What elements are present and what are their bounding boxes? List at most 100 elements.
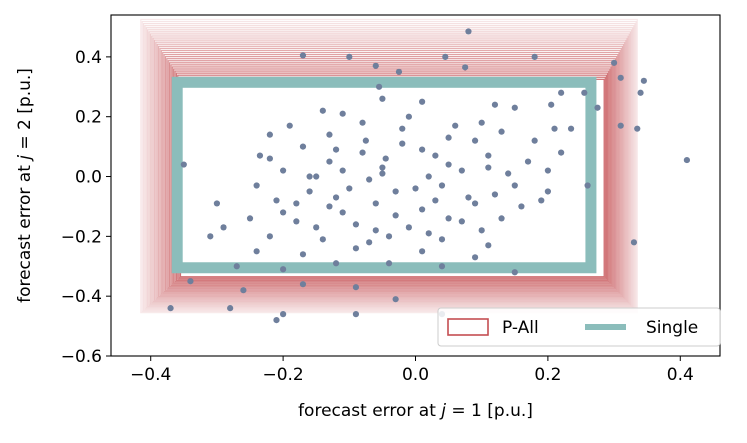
p-all-box (168, 62, 614, 288)
scatter-point (538, 197, 545, 204)
x-tick-label: −0.2 (262, 365, 303, 385)
scatter-point (462, 64, 469, 71)
p-all-box (171, 66, 612, 285)
legend: P-All Single (437, 307, 721, 347)
y-tick-label: 0.0 (75, 168, 102, 188)
scatter-point (385, 233, 393, 240)
scatter-point (419, 248, 426, 255)
p-all-box (151, 35, 629, 304)
scatter-point (617, 74, 624, 81)
scatter-point (256, 152, 264, 159)
scatter-point (392, 212, 399, 219)
scatter-point (346, 53, 353, 60)
scatter-point (286, 122, 293, 129)
scatter-point (392, 296, 399, 303)
scatter-point (458, 167, 465, 174)
scatter-point (471, 254, 479, 261)
scatter-point (491, 101, 499, 108)
scatter-point (273, 317, 280, 324)
scatter-point (432, 197, 439, 204)
scatter-point (491, 191, 499, 198)
legend-p-all-swatch (447, 318, 489, 336)
scatter-point (478, 119, 485, 126)
scatter-point (399, 125, 406, 132)
scatter-point (293, 218, 300, 225)
scatter-point (438, 263, 446, 270)
scatter-point (445, 161, 452, 168)
scatter-point (332, 146, 340, 153)
scatter-point (511, 269, 518, 276)
scatter-point (471, 200, 479, 207)
scatter-point (465, 28, 472, 35)
scatter-point (548, 101, 555, 108)
scatter-point (505, 170, 512, 177)
scatter-point (634, 125, 641, 132)
scatter-point (385, 260, 393, 267)
scatter-point (372, 227, 379, 234)
p-all-box (155, 41, 626, 300)
scatter-point (630, 239, 638, 246)
scatter-point (405, 113, 412, 120)
scatter-point (359, 119, 366, 126)
p-all-box (177, 74, 608, 280)
scatter-point (452, 122, 459, 129)
scatter-point (306, 188, 313, 195)
scatter-point (280, 266, 287, 273)
p-all-box (142, 23, 636, 311)
scatter-point (558, 89, 565, 96)
scatter-point (419, 206, 426, 213)
scatter-point (299, 281, 307, 288)
p-all-box (179, 78, 605, 278)
scatter-point (299, 52, 307, 59)
scatter-point (419, 98, 426, 105)
scatter-point (395, 68, 403, 75)
scatter-point (352, 221, 360, 228)
scatter-point (412, 185, 419, 192)
scatter-point (167, 305, 174, 312)
scatter-point (306, 173, 313, 180)
scatter-point (485, 164, 492, 171)
p-all-box (167, 60, 616, 289)
scatter-point (280, 311, 287, 318)
scatter-point (319, 107, 326, 114)
p-all-box (174, 70, 610, 283)
scatter-point (478, 227, 485, 234)
y-tick-label: 0.2 (75, 108, 102, 128)
scatter-point (280, 209, 287, 216)
scatter-point (511, 182, 518, 189)
scatter-point (339, 167, 346, 174)
scatter-point (299, 251, 307, 258)
scatter-point (594, 104, 601, 111)
scatter-point (584, 182, 591, 189)
y-axis-label: forecast error at j = 2 [p.u.] (15, 68, 35, 303)
scatter-point (326, 131, 333, 138)
scatter-point (485, 242, 492, 249)
scatter-point (438, 236, 446, 243)
p-all-box (141, 20, 637, 312)
scatter-point (544, 167, 551, 174)
single-box (171, 76, 597, 274)
p-all-box (173, 68, 611, 284)
p-all-box (170, 64, 613, 286)
x-tick-label: 0.0 (402, 365, 429, 385)
scatter-point (187, 278, 194, 285)
scatter-point (419, 146, 426, 153)
p-all-box (148, 31, 632, 306)
scatter-point (319, 236, 326, 243)
scatter-point (498, 215, 505, 222)
scatter-point (531, 53, 538, 60)
scatter-point (524, 158, 532, 165)
scatter-point (551, 125, 558, 132)
y-axis-label-prefix: forecast error at (15, 160, 35, 303)
scatter-point (445, 134, 452, 141)
scatter-point (227, 305, 234, 312)
x-axis-label-var: j (439, 401, 446, 421)
plot-area (140, 18, 691, 324)
scatter-point (379, 170, 386, 177)
scatter-point (362, 137, 369, 144)
scatter-point (299, 143, 307, 150)
p-all-box (145, 27, 634, 309)
scatter-point (610, 59, 618, 66)
y-axis-label-suffix: = 2 [p.u.] (15, 68, 35, 155)
